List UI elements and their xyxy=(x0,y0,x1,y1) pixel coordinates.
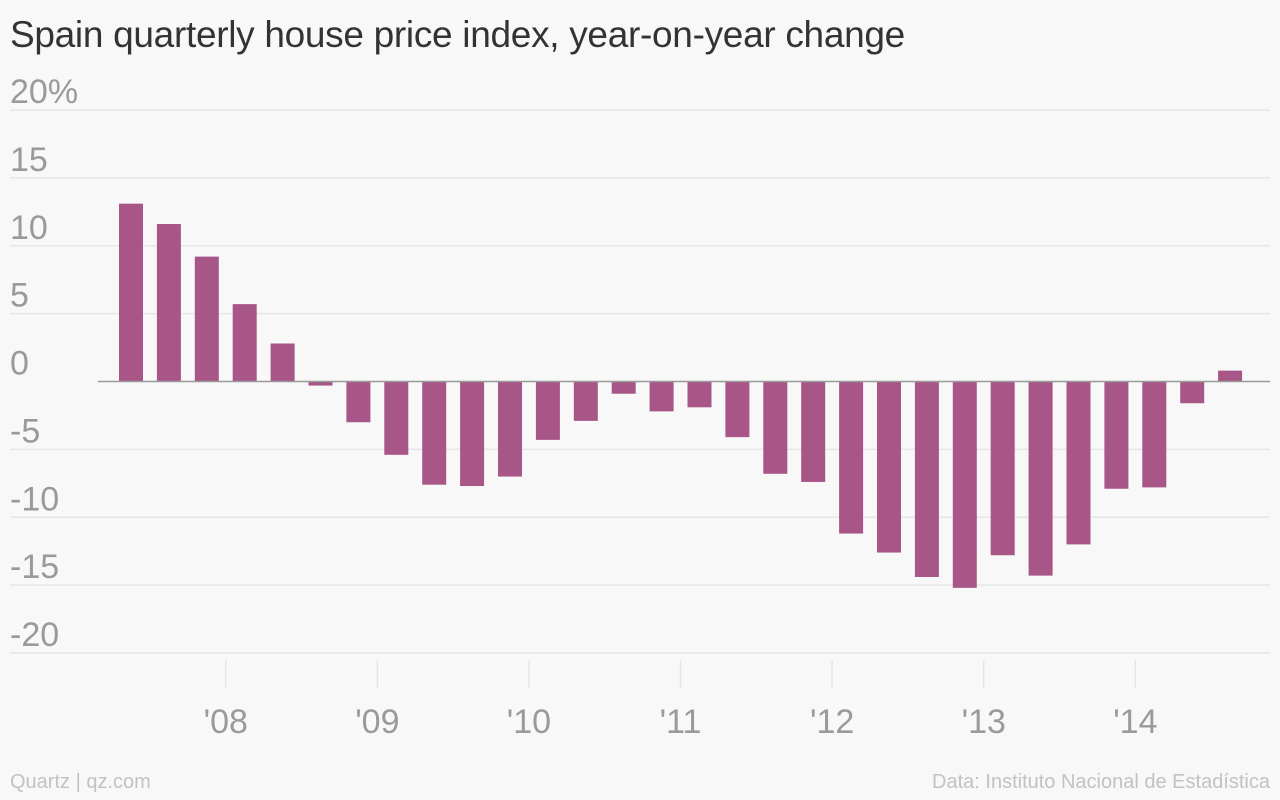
y-tick-label: 0 xyxy=(10,345,29,383)
bar xyxy=(119,203,143,382)
bar xyxy=(573,381,598,421)
x-tick-label: '13 xyxy=(962,703,1006,741)
bar xyxy=(1028,381,1053,576)
bar xyxy=(422,381,447,485)
bar xyxy=(990,381,1015,556)
bar xyxy=(498,381,522,477)
bar xyxy=(460,381,485,487)
y-tick-label: 15 xyxy=(10,141,48,179)
bar xyxy=(384,381,409,455)
bar xyxy=(232,304,257,382)
bar xyxy=(1142,381,1167,488)
bar xyxy=(1180,381,1205,404)
footer-credit: Quartz | qz.com xyxy=(10,771,151,793)
x-tick-label: '11 xyxy=(660,703,702,741)
bar xyxy=(308,381,333,386)
bar xyxy=(687,381,712,408)
bar xyxy=(839,381,864,534)
bar xyxy=(649,381,674,412)
bar xyxy=(535,381,560,440)
y-tick-label: 5 xyxy=(10,277,29,315)
gridlines xyxy=(10,109,1270,654)
bar xyxy=(1066,381,1091,545)
y-tick-label: 10 xyxy=(10,209,48,247)
bars xyxy=(119,203,1243,588)
bar xyxy=(877,381,901,553)
bar xyxy=(1104,381,1129,489)
bar xyxy=(270,343,295,382)
bar xyxy=(346,381,371,423)
y-tick-label: -10 xyxy=(10,480,59,518)
y-tick-label: -5 xyxy=(10,412,40,450)
x-tick-label: '12 xyxy=(810,703,854,741)
bar xyxy=(914,381,939,577)
bar xyxy=(611,381,636,394)
chart-title: Spain quarterly house price index, year-… xyxy=(10,14,905,55)
y-tick-label: 20% xyxy=(10,73,78,111)
bar xyxy=(763,381,788,474)
bar xyxy=(725,381,750,438)
bar xyxy=(1218,370,1243,382)
bar xyxy=(801,381,826,482)
y-tick-label: -15 xyxy=(10,548,59,586)
bar xyxy=(194,256,219,382)
x-tick-label: '14 xyxy=(1113,703,1157,741)
bar xyxy=(952,381,977,588)
x-tick-label: '09 xyxy=(355,703,399,741)
y-axis-labels: 20% 15 10 5 0 -5 -10 -15 -20 xyxy=(10,73,78,654)
x-axis: '08 '09 '10 '11 '12 '13 '14 xyxy=(204,660,1158,741)
footer-source: Data: Instituto Nacional de Estadística xyxy=(932,771,1270,793)
x-tick-label: '08 xyxy=(204,703,248,741)
x-tick-label: '10 xyxy=(507,703,551,741)
y-tick-label: -20 xyxy=(10,616,59,654)
bar xyxy=(156,224,181,382)
